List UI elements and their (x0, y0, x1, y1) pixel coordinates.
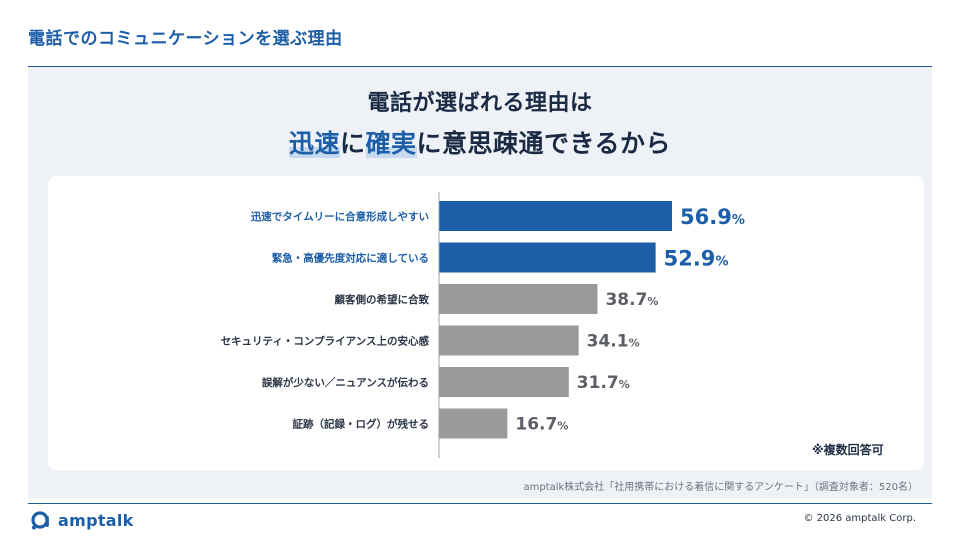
survey-source: amptalk株式会社「社用携帯における着信に関するアンケート」（調査対象者：5… (523, 482, 918, 493)
bar (439, 242, 656, 273)
copyright: © 2026 amptalk Corp. (803, 513, 916, 524)
top-divider (28, 66, 932, 67)
amptalk-logo: amptalk (30, 510, 134, 530)
bar (439, 284, 598, 314)
bar-value-label: 52.9% (664, 247, 729, 271)
bar-value-label: 34.1% (587, 332, 640, 352)
bar (439, 325, 579, 356)
multiple-answers-note: ※複数回答可 (812, 443, 884, 457)
bottom-divider (28, 503, 932, 504)
bar-value-label: 31.7% (577, 373, 630, 393)
bar-category-label: セキュリティ・コンプライアンス上の安心感 (221, 335, 430, 348)
bar-value-label: 38.7% (605, 290, 658, 310)
bar-category-label: 顧客側の希望に合致 (335, 293, 430, 306)
bar-category-label: 迅速でタイムリーに合意形成しやすい (251, 210, 429, 223)
bar-category-label: 誤解が少ない／ニュアンスが伝わる (262, 376, 429, 389)
bar (439, 201, 672, 231)
bar-category-label: 証跡（記録・ログ）が残せる (293, 418, 430, 431)
page-title: 電話でのコミュニケーションを選ぶ理由 (28, 29, 343, 49)
bar (439, 408, 508, 439)
bar-value-label: 56.9% (680, 205, 745, 229)
headline-highlight-certainty: 確実 (365, 129, 417, 158)
headline-highlight-speed: 迅速 (288, 129, 340, 158)
headline-connector: に (339, 129, 366, 158)
bar-value-label: 16.7% (515, 415, 568, 435)
bar (439, 367, 569, 397)
bar-category-label: 緊急・高優先度対応に適している (272, 252, 429, 265)
logo-text: amptalk (58, 510, 134, 530)
headline-rest: に意思疎通できるから (416, 129, 672, 158)
headline-line-2: 迅速に確実に意思疎通できるから (0, 124, 960, 160)
headline-line-1: 電話が選ばれる理由は (367, 91, 593, 116)
amptalk-logo-icon (31, 511, 49, 530)
